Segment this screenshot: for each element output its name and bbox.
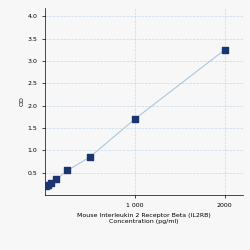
Point — [222, 48, 226, 52]
Point — [48, 180, 52, 184]
Point — [54, 178, 58, 182]
Point — [44, 184, 48, 188]
Point — [133, 117, 137, 121]
Point — [66, 168, 70, 172]
Point — [88, 155, 92, 159]
Y-axis label: OD: OD — [20, 96, 25, 106]
Point — [46, 183, 50, 187]
X-axis label: Mouse Interleukin 2 Receptor Beta (IL2RB)
Concentration (pg/ml): Mouse Interleukin 2 Receptor Beta (IL2RB… — [77, 213, 210, 224]
